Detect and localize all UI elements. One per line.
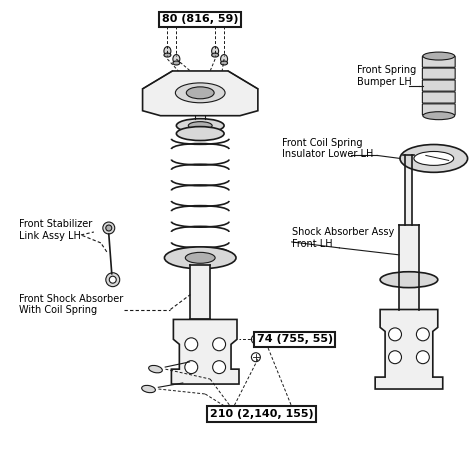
Ellipse shape	[185, 338, 198, 351]
Polygon shape	[172, 319, 239, 384]
Bar	[399, 225, 419, 309]
Text: 80 (816, 59): 80 (816, 59)	[162, 14, 238, 24]
Ellipse shape	[414, 151, 454, 165]
Ellipse shape	[389, 351, 401, 364]
Bar	[190, 265, 210, 319]
Ellipse shape	[389, 328, 401, 341]
Ellipse shape	[220, 54, 228, 64]
Ellipse shape	[186, 87, 214, 99]
Ellipse shape	[213, 361, 226, 374]
Ellipse shape	[164, 47, 171, 56]
Ellipse shape	[423, 52, 455, 60]
Ellipse shape	[109, 276, 116, 283]
FancyBboxPatch shape	[422, 80, 455, 91]
Ellipse shape	[176, 127, 224, 141]
Bar	[405, 155, 412, 225]
FancyBboxPatch shape	[422, 104, 455, 115]
FancyBboxPatch shape	[422, 56, 455, 67]
Ellipse shape	[416, 351, 429, 364]
Ellipse shape	[149, 366, 162, 373]
FancyBboxPatch shape	[422, 68, 455, 79]
Text: Shock Absorber Assy
Front LH: Shock Absorber Assy Front LH	[292, 227, 394, 249]
Text: Front Shock Absorber
With Coil Spring: Front Shock Absorber With Coil Spring	[19, 294, 124, 315]
Ellipse shape	[142, 385, 155, 393]
Text: Front Stabilizer
Link Assy LH: Front Stabilizer Link Assy LH	[19, 219, 92, 241]
Ellipse shape	[164, 247, 236, 269]
Ellipse shape	[212, 47, 219, 56]
Ellipse shape	[416, 328, 429, 341]
Ellipse shape	[380, 272, 438, 287]
Text: Front Spring
Bumper LH: Front Spring Bumper LH	[357, 65, 417, 87]
Ellipse shape	[164, 53, 171, 57]
FancyBboxPatch shape	[422, 92, 455, 103]
Ellipse shape	[173, 54, 180, 64]
Ellipse shape	[175, 83, 225, 103]
Ellipse shape	[103, 222, 115, 234]
Ellipse shape	[188, 122, 212, 130]
Text: 74 (755, 55): 74 (755, 55)	[256, 335, 333, 344]
Ellipse shape	[220, 61, 228, 65]
Ellipse shape	[185, 361, 198, 374]
Ellipse shape	[173, 61, 180, 65]
Ellipse shape	[400, 144, 467, 172]
Ellipse shape	[212, 53, 219, 57]
Ellipse shape	[185, 252, 215, 263]
Polygon shape	[375, 309, 443, 389]
Polygon shape	[143, 71, 258, 116]
Ellipse shape	[251, 335, 260, 344]
Ellipse shape	[213, 338, 226, 351]
Ellipse shape	[251, 353, 260, 361]
Ellipse shape	[106, 273, 120, 287]
Text: 210 (2,140, 155): 210 (2,140, 155)	[210, 409, 314, 419]
Ellipse shape	[176, 119, 224, 133]
Ellipse shape	[423, 112, 455, 120]
Ellipse shape	[106, 225, 112, 231]
Text: Front Coil Spring
Insulator Lower LH: Front Coil Spring Insulator Lower LH	[282, 138, 373, 159]
